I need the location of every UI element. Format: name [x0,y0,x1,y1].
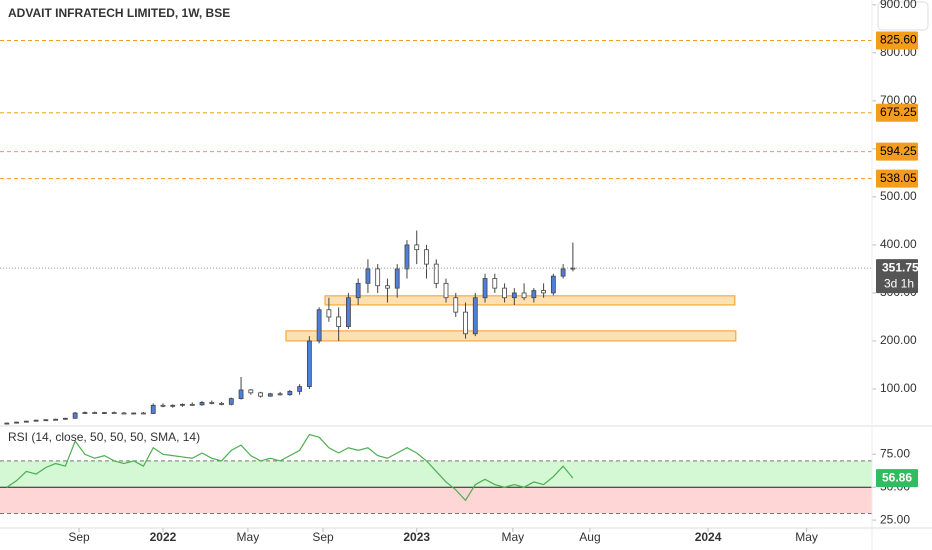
x-tick-label: May [502,530,525,544]
rsi-value-label: 56.86 [882,470,912,484]
zone [285,330,737,342]
candle-body [62,417,68,420]
candle-body [492,278,498,289]
candle-body [443,282,449,299]
candle-body [394,268,400,289]
candle-body [33,419,39,422]
level-label-box [876,142,918,161]
candle-body [209,402,215,404]
candle-body [199,402,205,406]
candle-body [219,402,224,405]
rsi-value-box [876,469,918,488]
x-tick-label: May [237,530,260,544]
last-price-label: 351.75 [882,260,919,274]
candle-body [238,389,244,399]
candle-body [72,412,78,419]
candle-body [258,392,263,397]
level-label: 825.60 [880,33,917,47]
candle-body [463,311,468,335]
level-label: 675.25 [880,105,917,119]
candle-body [424,249,429,265]
y-tick-label: 400.00 [880,237,917,251]
x-tick-label: Sep [68,530,90,544]
candle-body [150,404,156,414]
candle-body [365,268,371,284]
candle-body [189,403,195,406]
candle-body [404,244,410,270]
candle-body [102,412,107,414]
rsi-y-tick-label: 25.00 [880,512,910,526]
candle-body [306,340,312,387]
candle-body [160,404,166,407]
candle-body [121,412,127,415]
level-label: 594.25 [880,144,917,158]
candle-body [550,275,556,294]
candle-body [316,309,322,342]
candle-body [570,267,576,270]
candle-body [531,290,537,299]
rsi-upper-band [0,460,872,488]
candle-body [472,297,478,335]
candle-body [23,420,29,423]
candle-body [375,268,381,287]
candle-body [346,297,351,327]
countdown: 3d 1h [884,276,914,290]
candle-body [385,285,390,289]
candle-body [511,292,517,299]
y-tick-label: 200.00 [880,333,917,347]
y-tick-label: 100.00 [880,381,917,395]
candle-body [453,297,459,313]
candle-body [228,398,234,405]
rsi-line [6,433,574,502]
x-tick-label: 2023 [403,530,430,544]
level-label: 538.05 [880,171,917,185]
x-tick-label: Sep [312,530,334,544]
candle-body [82,412,88,414]
y-tick-label: 500.00 [880,189,917,203]
candle-body [482,278,488,299]
y-tick-label: 700.00 [880,93,917,107]
zone [324,295,736,306]
candle-body [433,263,439,284]
rsi-y-tick-label: 75.00 [880,446,910,460]
level-label-box [876,103,918,122]
candle-body [297,386,303,392]
last-price-box [876,259,918,294]
chart-title: ADVAIT INFRATECH LIMITED, 1W, BSE [8,6,230,20]
candle-body [560,268,566,277]
candle-body [355,282,361,299]
candle-body [541,290,546,294]
candle-body [4,422,10,425]
candle-body [336,316,342,327]
candle-body [131,412,137,415]
candle-body [277,393,283,396]
level-label-box [876,31,918,50]
candle-body [248,389,254,394]
candle-body [141,412,146,415]
candle-body [502,287,507,299]
candle-body [414,244,420,251]
level-label-box [876,169,918,188]
rsi-lower-band [0,487,872,514]
rsi-title: RSI (14, close, 50, 50, 50, SMA, 14) [8,430,200,444]
candle-body [267,393,273,397]
candle-body [287,390,293,396]
candle-body [92,412,98,414]
candle-body [111,412,117,414]
candle-body [170,404,176,407]
x-tick-label: Aug [579,530,600,544]
candle-body [14,421,19,424]
x-tick-label: 2024 [695,530,722,544]
candle-body [180,403,185,406]
y-tick-label: 900.00 [880,0,917,11]
scale-button[interactable] [877,1,929,31]
candle-body [43,419,49,422]
candle-body [53,418,59,421]
x-tick-label: May [795,530,818,544]
candle-body [521,292,527,299]
candle-body [326,309,332,318]
x-tick-label: 2022 [150,530,177,544]
